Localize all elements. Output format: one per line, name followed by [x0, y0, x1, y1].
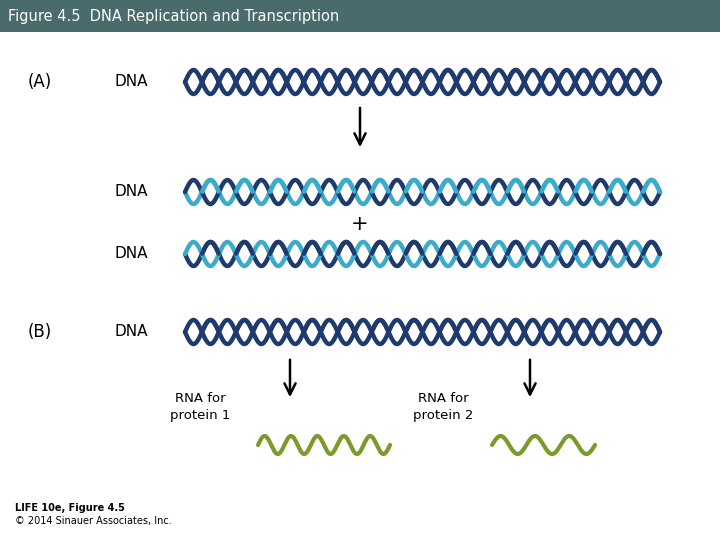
Text: DNA: DNA: [115, 75, 148, 90]
Text: Figure 4.5  DNA Replication and Transcription: Figure 4.5 DNA Replication and Transcrip…: [8, 9, 339, 24]
Text: DNA: DNA: [115, 325, 148, 340]
Text: © 2014 Sinauer Associates, Inc.: © 2014 Sinauer Associates, Inc.: [15, 516, 172, 526]
Text: LIFE 10e, Figure 4.5: LIFE 10e, Figure 4.5: [15, 503, 125, 513]
Text: DNA: DNA: [115, 185, 148, 199]
Text: RNA for
protein 1: RNA for protein 1: [170, 392, 230, 422]
Bar: [0, 0, 720, 32]
Text: (B): (B): [28, 323, 53, 341]
Text: (A): (A): [28, 73, 53, 91]
Text: DNA: DNA: [115, 246, 148, 261]
Text: +: +: [351, 214, 369, 234]
Text: RNA for
protein 2: RNA for protein 2: [413, 392, 473, 422]
